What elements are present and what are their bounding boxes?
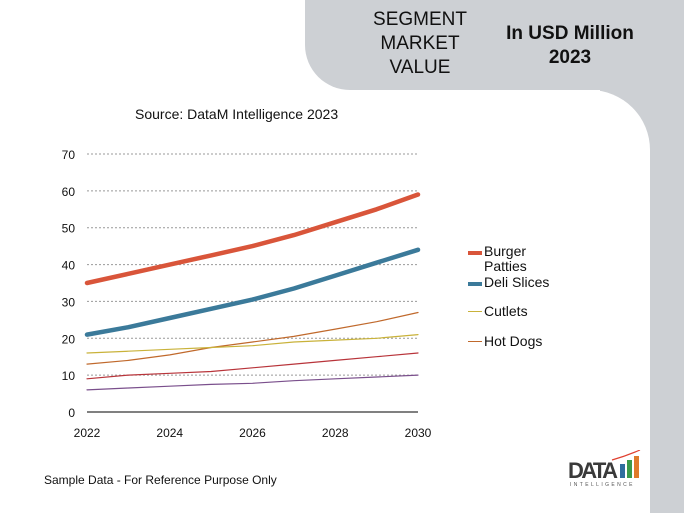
footer-note: Sample Data - For Reference Purpose Only bbox=[44, 473, 277, 487]
y-tick-label: 10 bbox=[62, 369, 76, 383]
series-line-deli-slices bbox=[84, 247, 421, 337]
unit-title: In USD Million 2023 bbox=[506, 23, 634, 68]
legend-item-burger-patties: Burger Patties bbox=[468, 244, 588, 274]
x-tick-label: 2024 bbox=[156, 426, 183, 440]
x-tick-label: 2022 bbox=[74, 426, 101, 440]
y-tick-label: 70 bbox=[62, 148, 76, 162]
x-tick-label: 2026 bbox=[239, 426, 266, 440]
y-tick-label: 30 bbox=[62, 295, 76, 309]
y-tick-label: 0 bbox=[68, 406, 75, 420]
series-line-hot-dogs bbox=[86, 311, 419, 365]
background-header-band bbox=[305, 0, 684, 90]
legend-label: Hot Dogs bbox=[484, 333, 543, 349]
y-tick-label: 60 bbox=[62, 185, 76, 199]
legend-item-cutlets: Cutlets bbox=[468, 304, 588, 319]
svg-text:INTELLIGENCE: INTELLIGENCE bbox=[570, 482, 635, 488]
y-tick-label: 50 bbox=[62, 222, 76, 236]
legend-label: Deli Slices bbox=[484, 274, 550, 290]
legend-item-hot-dogs: Hot Dogs bbox=[468, 334, 588, 349]
datam-logo: DATA INTELLIGENCE bbox=[568, 449, 643, 495]
legend-label: Burger Patties bbox=[484, 243, 527, 274]
legend-swatch bbox=[468, 311, 482, 312]
y-tick-label: 40 bbox=[62, 259, 76, 273]
x-tick-label: 2028 bbox=[322, 426, 349, 440]
svg-text:DATA: DATA bbox=[568, 458, 618, 483]
series-line-cutlets bbox=[86, 334, 419, 354]
segment-title: SEGMENT MARKET VALUE bbox=[373, 9, 467, 78]
legend-label: Cutlets bbox=[484, 303, 528, 319]
legend-swatch bbox=[468, 341, 482, 342]
x-tick-label: 2030 bbox=[405, 426, 432, 440]
source-label: Source: DataM Intelligence 2023 bbox=[135, 106, 339, 122]
series-line-unlabeled bbox=[86, 374, 419, 391]
legend-item-deli-slices: Deli Slices bbox=[468, 275, 588, 290]
legend-swatch bbox=[468, 251, 482, 255]
series-line-burger-patties bbox=[84, 192, 421, 286]
legend-swatch bbox=[468, 282, 482, 286]
background-card-corner bbox=[560, 90, 650, 513]
series-line-unlabeled bbox=[86, 352, 419, 380]
y-tick-label: 20 bbox=[62, 332, 76, 346]
